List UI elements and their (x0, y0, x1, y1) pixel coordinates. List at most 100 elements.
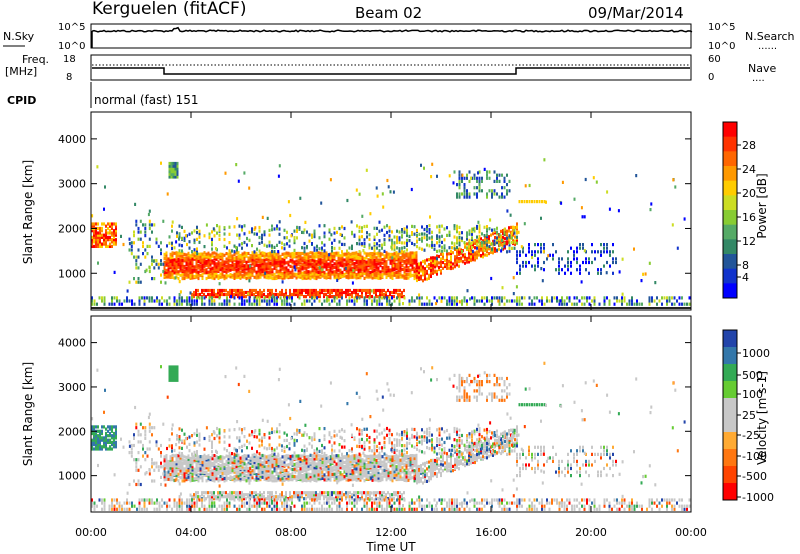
power-cell (579, 268, 581, 272)
velocity-cell (169, 468, 172, 472)
power-cell (522, 250, 524, 254)
power-cell (456, 192, 458, 196)
power-cell (325, 260, 328, 264)
nsky-label: N.Sky (3, 30, 35, 43)
power-cell (337, 251, 340, 255)
velocity-cell (271, 472, 274, 476)
power-cell (618, 299, 621, 303)
power-cell (198, 296, 201, 300)
power-cell (477, 220, 480, 224)
power-cell (606, 296, 608, 300)
power-cell (486, 245, 488, 249)
power-cell (253, 232, 256, 236)
power-cell (347, 292, 349, 297)
power-cell (179, 251, 182, 256)
power-cell (297, 295, 299, 299)
power-cell (481, 241, 483, 245)
power-cell (338, 299, 341, 303)
velocity-cell (185, 465, 188, 469)
velocity-cell (171, 466, 174, 470)
power-cell (223, 253, 226, 257)
power-cell (411, 254, 414, 258)
power-cell (109, 235, 111, 239)
velocity-cell (257, 466, 260, 470)
power-cell (311, 233, 313, 237)
power-cell (160, 259, 162, 263)
velocity-cell (369, 456, 372, 460)
power-cell (303, 266, 306, 270)
power-cell (267, 271, 270, 275)
velocity-cell (363, 462, 366, 466)
power-cell (213, 266, 216, 271)
velocity-cell (185, 469, 188, 473)
power-cell (111, 233, 113, 237)
power-cell (600, 253, 602, 257)
power-cell (161, 296, 163, 300)
velocity-cell (195, 467, 198, 471)
velocity-cell (341, 473, 344, 477)
power-cell (227, 290, 229, 295)
power-cell (430, 271, 432, 275)
velocity-cell (221, 468, 224, 472)
power-cell (446, 249, 448, 253)
power-cell (418, 232, 421, 236)
power-cell (496, 296, 498, 300)
power-cell (231, 273, 234, 277)
power-cell (217, 263, 220, 267)
power-cell (446, 226, 448, 230)
power-cell (335, 270, 338, 274)
power-cell (337, 268, 340, 272)
power-cell (211, 259, 214, 263)
velocity-cell (317, 460, 320, 464)
velocity-cell (223, 456, 226, 460)
velocity-cell (303, 473, 306, 477)
power-cell (141, 296, 143, 300)
velocity-cell (217, 479, 220, 483)
power-cell (411, 251, 414, 255)
velocity-cell (403, 474, 406, 478)
power-cell (247, 264, 250, 268)
velocity-cell (185, 459, 188, 463)
power-cell (463, 183, 466, 187)
power-cell (503, 195, 506, 199)
power-cell (516, 241, 518, 245)
velocity-cell (359, 474, 362, 478)
velocity-cell (217, 468, 220, 472)
power-cell (471, 241, 473, 245)
velocity-cell (283, 458, 286, 462)
power-cell (492, 239, 494, 243)
power-cell (201, 264, 204, 268)
velocity-cell (273, 469, 276, 473)
power-cell (258, 241, 261, 245)
velocity-cell (383, 464, 386, 468)
power-cell (418, 268, 420, 272)
power-cell (387, 274, 390, 278)
power-cell (387, 252, 390, 256)
power-cell (603, 302, 606, 306)
power-cell (103, 242, 105, 246)
power-cell (111, 240, 113, 244)
power-cell (355, 188, 358, 192)
velocity-cell (335, 462, 338, 466)
power-cell (245, 276, 248, 281)
power-cell (460, 259, 462, 263)
velocity-cell (363, 465, 366, 470)
power-cell (213, 255, 216, 259)
power-cell (327, 273, 330, 277)
power-cell (345, 256, 348, 260)
power-cell (423, 236, 426, 240)
power-cell (161, 302, 163, 306)
power-cell (387, 265, 390, 270)
velocity-cell (405, 457, 408, 461)
power-cell (476, 186, 478, 190)
power-cell (556, 296, 558, 300)
power-cell (267, 266, 270, 270)
power-cell (237, 295, 239, 299)
velocity-cell (183, 461, 186, 465)
power-cell (552, 243, 554, 247)
power-cell (376, 242, 378, 246)
velocity-cell (379, 472, 382, 476)
power-cell (176, 234, 178, 238)
velocity-cell (325, 467, 328, 471)
